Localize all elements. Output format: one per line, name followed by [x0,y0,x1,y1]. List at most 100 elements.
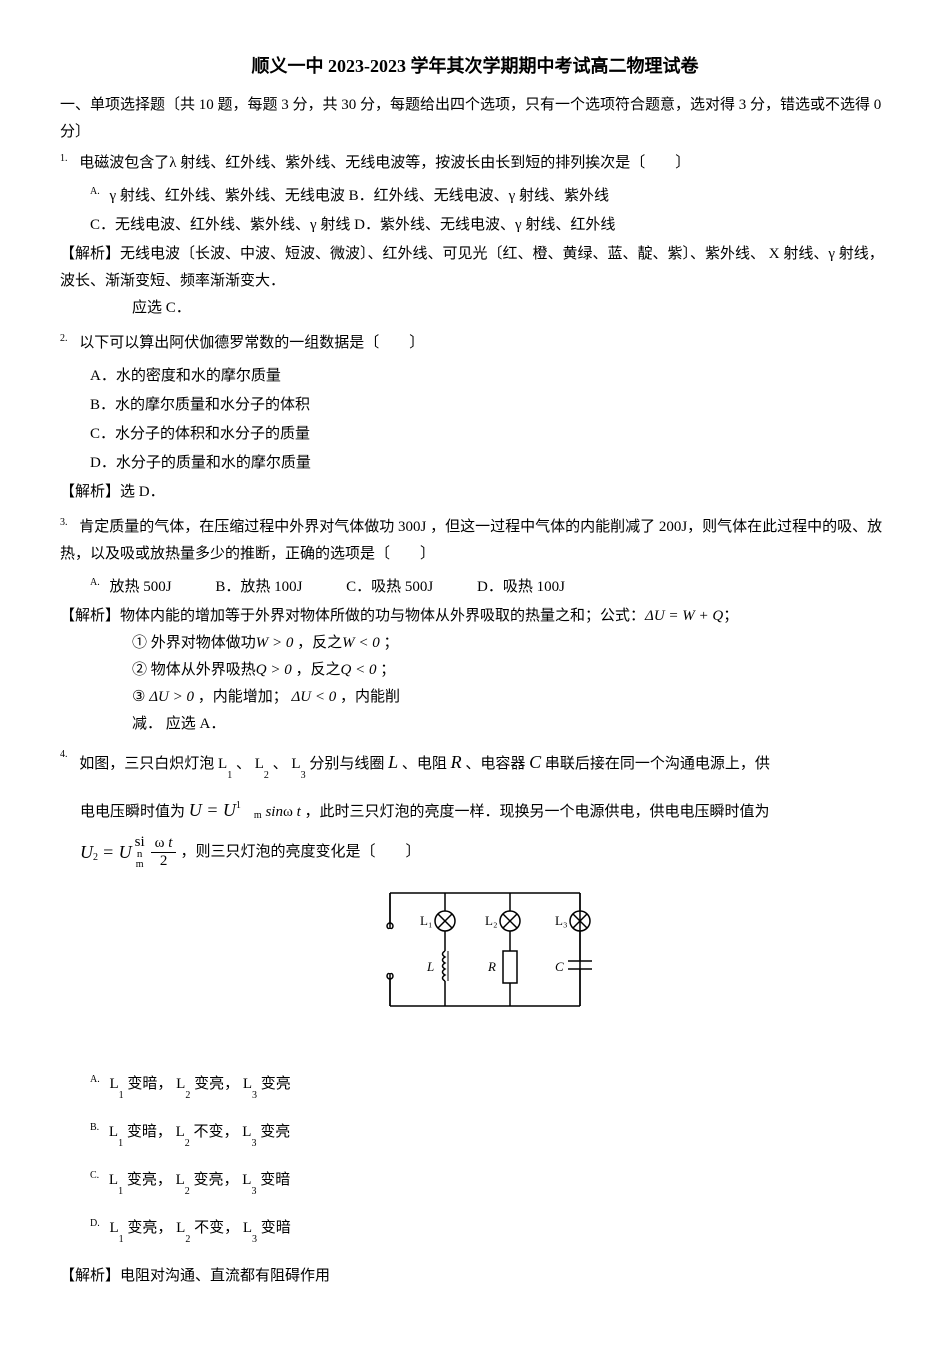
question-2: 2. 以下可以算出阿伏伽德罗常数的一组数据是〔 〕 [60,330,890,357]
q3-analysis: 【解析】物体内能的增加等于外界对物体所做的功与物体从外界吸取的热量之和；公式：Δ… [60,603,890,738]
q3-item-3-line2: 减． 应选 A． [60,711,890,738]
q4-u2-U: U [80,836,93,868]
q3-number: 3. [60,517,68,528]
q4-coil-L: L [388,752,398,772]
q3-opt-a: 放热 500J [109,579,171,595]
q4-optD-L1: L1 [109,1220,123,1236]
q3-analysis-1: 物体内能的增加等于外界对物体所做的功与物体从外界吸取的热量之和；公式： [120,608,645,624]
q3-analysis-label: 【解析】 [60,608,120,624]
q4-opt-c-label: C. [90,1170,99,1181]
q4-number: 4. [60,749,68,760]
q3-options-line: A. 放热 500J B．放热 100J C．吸热 500J D．吸热 100J [60,574,890,601]
q4-opt-b-label: B. [90,1122,99,1133]
q3-opt-d: D．吸热 100J [477,579,565,595]
page-title: 顺义一中 2023-2023 学年其次学期期中考试高二物理试卷 [60,50,890,82]
q4-L1: L1 [218,756,232,772]
q3-item2-f2: Q < 0 [341,662,377,678]
q1-analysis-label: 【解析】 [60,246,120,262]
q4-u2-frac: ω t 2 [151,835,177,869]
circuit-icon: L₁ L L₂ R L₃ C [355,881,595,1031]
q4-u2-si-stack: si n m [135,836,145,868]
question-4: 4. 如图，三只白炽灯泡 L1 、 L2 、 L3 分别与线圈 L 、电阻 R … [60,746,890,779]
q3-item2-mid: ，反之 [292,662,341,678]
q4-u1-sin: sin [265,804,283,820]
q4-text-5: 串联后接在同一个沟通电源上，供 [545,756,770,772]
svg-text:L₃: L₃ [555,913,567,928]
q4-u1-subs: 1m [236,797,244,833]
q3-opt-a-label: A. [90,577,100,588]
q3-item3-pre: ③ [132,689,145,705]
q4-optB-L3: L3 [242,1124,256,1140]
q4-optD-L2: L2 [176,1220,190,1236]
q3-text: 肯定质量的气体，在压缩过程中外界对气体做功 300J ，但这一过程中气体的内能削… [60,519,882,562]
q3-opt-c: C．吸热 500J [346,579,433,595]
q4-optD-L3: L3 [243,1220,257,1236]
q4-L2: L2 [255,756,269,772]
q3-item3-f1: ΔU > 0 [149,689,194,705]
q4-resistor-R: R [451,752,462,772]
q2-number: 2. [60,333,68,344]
q3-item3-mid2: ，内能削 [336,689,400,705]
q4-optC-L3: L3 [242,1172,256,1188]
q2-option-c: C．水分子的体积和水分子的质量 [60,421,890,448]
svg-text:L₂: L₂ [485,913,497,928]
question-1: 1. 电磁波包含了λ 射线、红外线、紫外线、无线电波等，按波长由长到短的排列挨次… [60,150,890,177]
q1-analysis-text-2: 应选 C． [60,295,890,322]
q3-item1-f1: W > 0 [256,635,294,651]
q4-circuit-diagram: L₁ L L₂ R L₃ C [60,881,890,1041]
q4-option-a: A. L1 变暗， L2 变亮， L3 变亮 [60,1071,890,1099]
q4-u1-omega: ω [283,804,293,820]
q3-item3-f2: ΔU < 0 [291,689,336,705]
q4-line3-post: ，则三只灯泡的亮度变化是〔 〕 [180,839,420,866]
q4-option-d: D. L1 变亮， L2 不变， L3 变暗 [60,1215,890,1243]
svg-text:R: R [487,959,496,974]
q3-item3-mid1: ，内能增加； [194,689,288,705]
q4-line-2: 电电压瞬时值为 U = U1m sinω t ，此时三只灯泡的亮度一样．现换另一… [60,791,890,827]
q4-sep-2: 、 [273,756,288,772]
svg-text:C: C [555,959,564,974]
q1-opt-a-text: γ 射线、红外线、紫外线、无线电波 B．红外线、无线电波、γ 射线、紫外线 [109,188,609,204]
q4-u1-left: U = U [189,800,236,820]
q4-opt-a-label: A. [90,1074,100,1085]
q3-item-3: ③ ΔU > 0 ，内能增加； ΔU < 0 ，内能削 [60,684,890,711]
q4-text-1: 如图，三只白炽灯泡 [79,756,214,772]
q3-item1-mid: ，反之 [293,635,342,651]
q4-opt-d-label: D. [90,1218,100,1229]
q2-text: 以下可以算出阿伏伽德罗常数的一组数据是〔 〕 [79,335,424,351]
q1-opt-a-label: A. [90,186,100,197]
q4-text-2: 分别与线圈 [309,756,384,772]
q4-sep-1: 、 [236,756,251,772]
q3-item-1: ① 外界对物体做功W > 0 ，反之W < 0 ； [60,630,890,657]
q3-item-2: ② 物体从外界吸热Q > 0 ，反之Q < 0 ； [60,657,890,684]
q3-item1-f2: W < 0 [342,635,380,651]
q1-option-line-2: C．无线电波、红外线、紫外线、γ 射线 D．紫外线、无线电波、γ 射线、红外线 [60,212,890,239]
q4-optB-L2: L2 [176,1124,190,1140]
q1-opt-c-text: C．无线电波、红外线、紫外线、γ 射线 D．紫外线、无线电波、γ 射线、红外线 [90,217,615,233]
svg-text:L: L [426,959,434,974]
q4-line2-post: ，此时三只灯泡的亮度一样．现换另一个电源供电，供电电压瞬时值为 [305,804,770,820]
q4-option-c: C. L1 变亮， L2 变亮， L3 变暗 [60,1167,890,1195]
q4-optC-L1: L1 [109,1172,123,1188]
q3-formula-1: ΔU = W + Q [645,608,723,624]
q4-text-3: 、电阻 [402,756,447,772]
q1-option-line-1: A. γ 射线、红外线、紫外线、无线电波 B．红外线、无线电波、γ 射线、紫外线 [60,183,890,210]
q4-optA-L3: L3 [243,1076,257,1092]
q3-item1-end: ； [380,635,399,651]
svg-text:L₁: L₁ [420,913,432,928]
q3-semicolon: ； [723,608,738,624]
q3-item2-end: ； [376,662,395,678]
q4-u2-eq: = U [102,836,132,868]
q4-line2-pre: 电电压瞬时值为 [80,804,185,820]
q4-text-4: 、电容器 [465,756,525,772]
section-1-heading: 一、单项选择题〔共 10 题，每题 3 分，共 30 分，每题给出四个选项，只有… [60,92,890,146]
q1-analysis-text-1: 无线电波〔长波、中波、短波、微波〕、红外线、可见光〔红、橙、黄绿、蓝、靛、紫〕、… [60,246,884,289]
q3-opt-b: B．放热 100J [215,579,302,595]
q1-text: 电磁波包含了λ 射线、红外线、紫外线、无线电波等，按波长由长到短的排列挨次是〔 … [79,155,690,171]
question-3: 3. 肯定质量的气体，在压缩过程中外界对气体做功 300J ，但这一过程中气体的… [60,514,890,568]
q3-item2-f1: Q > 0 [256,662,292,678]
q4-options: A. L1 变暗， L2 变亮， L3 变亮 B. L1 变暗， L2 不变， … [60,1071,890,1243]
q4-formula-u2: U 2 = U si n m ω t 2 ，则三只灯泡的亮度变化是〔 〕 [60,835,890,869]
q2-option-d: D．水分子的质量和水的摩尔质量 [60,450,890,477]
q4-analysis: 【解析】电阻对沟通、直流都有阻碍作用 [60,1263,890,1290]
q3-item2-pre: ② 物体从外界吸热 [132,662,256,678]
